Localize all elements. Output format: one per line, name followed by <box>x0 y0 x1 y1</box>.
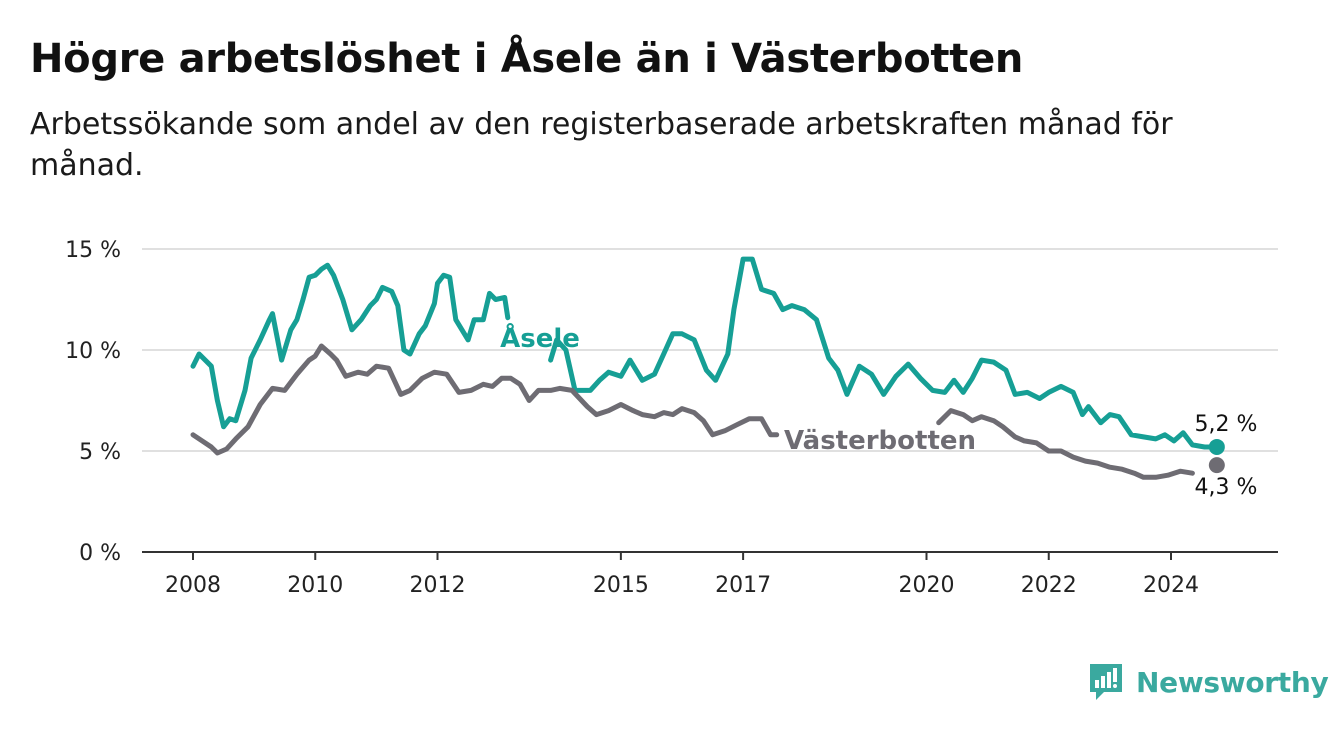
x-tick-label: 2015 <box>593 573 649 598</box>
series-label-vasterbotten: Västerbotten <box>784 426 976 456</box>
y-tick-label: 15 % <box>65 238 121 263</box>
x-tick-label: 2008 <box>165 573 221 598</box>
x-tick-label: 2012 <box>409 573 465 598</box>
end-point-marker <box>1208 457 1225 474</box>
end-value-label: 5,2 % <box>1195 412 1258 437</box>
x-tick-label: 2010 <box>287 573 343 598</box>
series-label-asele: Åsele <box>500 322 580 354</box>
brand-name: Newsworthy <box>1136 665 1329 699</box>
y-tick-label: 5 % <box>79 440 121 465</box>
newsworthy-logo-icon <box>1090 664 1122 700</box>
series-lines <box>190 256 1225 480</box>
y-tick-label: 10 % <box>65 339 121 364</box>
x-axis-ticks: 2008 2010 2012 2015 2017 2020 2022 2024 <box>165 552 1199 598</box>
y-axis-ticks: 0 % 5 % 10 % 15 % <box>65 238 121 566</box>
y-tick-label: 0 % <box>79 541 121 566</box>
end-point-marker <box>1208 438 1225 455</box>
end-value-label: 4,3 % <box>1195 475 1258 500</box>
series-line-asele-1 <box>548 256 1220 450</box>
series-line-vasterbotten-0 <box>190 343 780 456</box>
x-tick-label: 2017 <box>715 573 771 598</box>
series-labels: 5,2 % 4,3 % Åsele Västerbotten <box>500 322 1257 500</box>
grid-lines <box>142 248 1278 553</box>
series-line-vasterbotten-1 <box>936 408 1195 480</box>
chart-title: Högre arbetslöshet i Åsele än i Västerbo… <box>30 36 1024 82</box>
x-tick-label: 2024 <box>1143 573 1199 598</box>
x-tick-label: 2022 <box>1021 573 1077 598</box>
chart-subtitle: Arbetssökande som andel av den registerb… <box>30 107 1173 183</box>
brand-logo: Newsworthy <box>1088 660 1329 704</box>
x-tick-label: 2020 <box>898 573 954 598</box>
series-line-asele-0 <box>190 262 511 430</box>
